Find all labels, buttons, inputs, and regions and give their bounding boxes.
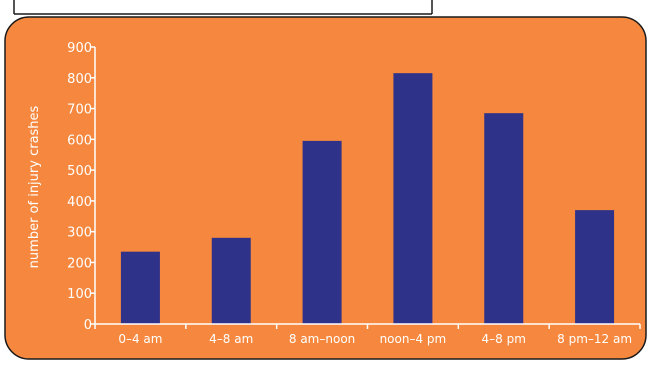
bar [211, 237, 251, 324]
y-tick-label: 500 [67, 164, 92, 179]
axes-layer: 0 100 200 300 400 500 600 700 800 900 0–4 am 4–8 am… [67, 41, 641, 346]
x-tick-label: noon–4 pm [380, 332, 447, 346]
y-tick-label: 600 [67, 133, 92, 148]
bar [120, 251, 160, 324]
bar [484, 113, 524, 324]
x-tick-label: 8 pm–12 am [557, 332, 632, 346]
y-axis-label: number of injury crashes [27, 105, 42, 268]
y-tick-label: 300 [67, 226, 92, 241]
bar [575, 210, 615, 324]
bar [302, 140, 342, 324]
y-tick-label: 800 [67, 72, 92, 87]
y-tick-label: 900 [67, 41, 92, 56]
y-tick-label: 0 [84, 318, 92, 333]
bars-layer [120, 73, 615, 325]
x-tick-label: 4–8 am [209, 332, 253, 346]
y-tick-label: 100 [67, 287, 92, 302]
bar [393, 73, 433, 325]
x-tick-label: 4–8 pm [482, 332, 526, 346]
y-tick-label: 700 [67, 103, 92, 118]
x-tick-label: 8 am–noon [289, 332, 355, 346]
y-tick-label: 200 [67, 256, 92, 271]
y-tick-label: 400 [67, 195, 92, 210]
x-tick-label: 0–4 am [118, 332, 162, 346]
